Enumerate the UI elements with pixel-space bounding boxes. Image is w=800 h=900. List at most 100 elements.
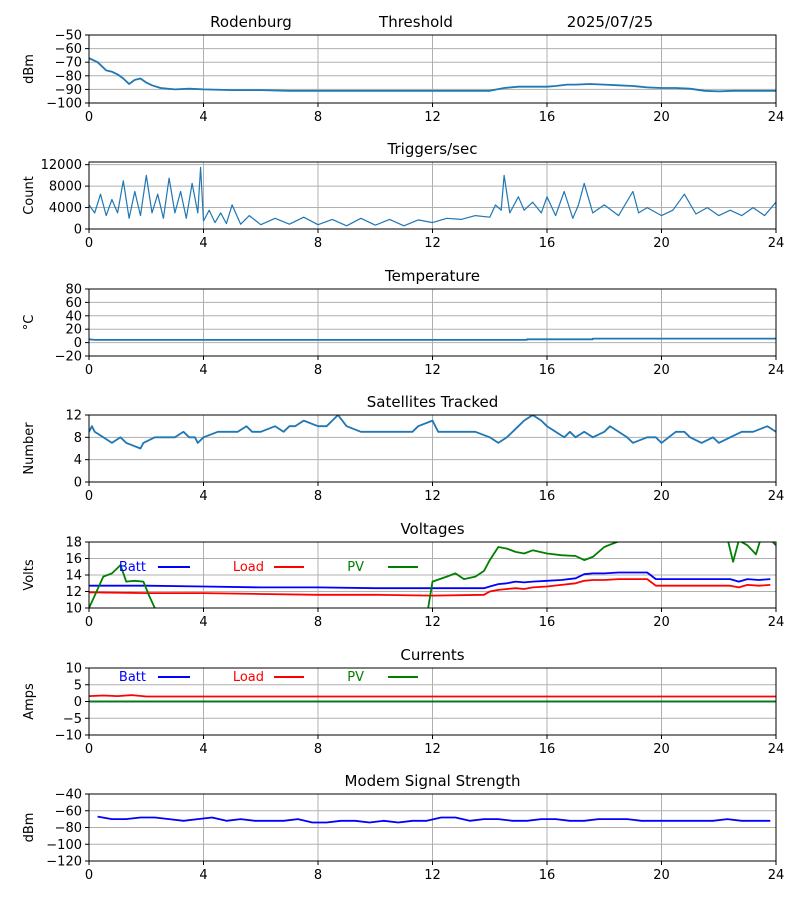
- x-tick-label: 12: [424, 615, 441, 630]
- y-tick-label: 18: [65, 536, 82, 551]
- legend-label-batt: Batt: [119, 560, 146, 575]
- y-axis-label: Volts: [22, 559, 37, 591]
- x-tick-label: 4: [199, 742, 207, 757]
- series-line-1: [89, 166, 776, 227]
- x-tick-label: 0: [85, 363, 93, 378]
- x-tick-label: 12: [424, 742, 441, 757]
- x-tick-label: 4: [199, 363, 207, 378]
- series-line-1: [89, 57, 776, 93]
- x-tick-label: 12: [424, 489, 441, 504]
- x-tick-label: 0: [85, 489, 93, 504]
- y-tick-label: −40: [55, 788, 82, 803]
- y-tick-label: −100: [46, 97, 82, 112]
- series-line-1: [89, 337, 776, 341]
- x-tick-label: 24: [768, 110, 785, 125]
- x-tick-label: 12: [424, 868, 441, 883]
- x-tick-label: 20: [653, 363, 670, 378]
- x-tick-label: 20: [653, 742, 670, 757]
- chart-modem: 0 4 8 12 16 20 24 −120 −100 −80 −60−40 Modem Signal…: [22, 772, 784, 883]
- legend-label-pv: PV: [347, 560, 364, 575]
- y-tick-label: 8000: [49, 180, 82, 195]
- y-tick-label: −70: [55, 56, 82, 71]
- x-tick-label: 16: [539, 489, 556, 504]
- y-tick-label: 12000: [41, 158, 82, 173]
- y-tick-label: 0: [74, 336, 82, 351]
- x-tick-label: 0: [85, 868, 93, 883]
- legend: Batt Load PV: [119, 560, 418, 575]
- y-axis-label: dBm: [22, 813, 37, 843]
- y-tick-label: 12: [65, 585, 82, 600]
- y-tick-label: −60: [55, 804, 82, 819]
- x-tick-label: 20: [653, 868, 670, 883]
- y-tick-label: −80: [55, 69, 82, 84]
- y-tick-label: 0: [74, 223, 82, 238]
- chart-title: Triggers/sec: [387, 140, 478, 158]
- x-tick-label: 0: [85, 742, 93, 757]
- x-tick-label: 4: [199, 110, 207, 125]
- y-axis-label: °C: [22, 315, 37, 331]
- x-tick-label: 4: [199, 236, 207, 251]
- y-tick-label: 4: [74, 453, 82, 468]
- x-tick-label: 8: [314, 868, 322, 883]
- legend-label-load: Load: [233, 670, 264, 685]
- x-tick-label: 12: [424, 236, 441, 251]
- legend: Batt Load PV: [119, 670, 418, 685]
- x-tick-label: 24: [768, 489, 785, 504]
- y-tick-label: 80: [65, 283, 82, 298]
- x-tick-label: 24: [768, 615, 785, 630]
- x-tick-label: 12: [424, 110, 441, 125]
- y-tick-label: 20: [65, 323, 82, 338]
- figure-header: Rodenburg Threshold 2025/07/25: [210, 13, 653, 31]
- trigger-mode: Threshold: [378, 13, 453, 31]
- y-tick-label: 10: [65, 602, 82, 617]
- y-tick-label: 0: [74, 695, 82, 710]
- y-tick-label: −80: [55, 821, 82, 836]
- x-tick-label: 8: [314, 236, 322, 251]
- station-name: Rodenburg: [210, 13, 292, 31]
- series-line-pv: [89, 542, 776, 608]
- y-tick-label: 5: [74, 678, 82, 693]
- y-tick-label: 0: [74, 476, 82, 491]
- x-tick-label: 16: [539, 363, 556, 378]
- x-tick-label: 8: [314, 742, 322, 757]
- y-tick-label: 16: [65, 552, 82, 567]
- x-tick-label: 16: [539, 615, 556, 630]
- y-tick-label: −90: [55, 83, 82, 98]
- legend-label-batt: Batt: [119, 670, 146, 685]
- chart-title: Temperature: [384, 267, 480, 285]
- series-line-1: [97, 815, 771, 824]
- y-axis-label: Amps: [22, 683, 37, 720]
- x-tick-label: 8: [314, 615, 322, 630]
- y-tick-label: −50: [55, 29, 82, 44]
- y-tick-label: −120: [46, 855, 82, 870]
- chart-title: Currents: [400, 646, 464, 664]
- y-tick-label: 14: [65, 569, 82, 584]
- y-axis-label: dBm: [22, 54, 37, 84]
- series-line-load: [89, 694, 776, 698]
- x-tick-label: 8: [314, 489, 322, 504]
- series-line-batt: [89, 571, 771, 590]
- y-tick-label: −10: [55, 729, 82, 744]
- x-tick-label: 8: [314, 110, 322, 125]
- chart-signal: 0 4 8 12 16 20 24 −100−90−80−70−60−50 dBm: [22, 29, 784, 126]
- x-tick-label: 0: [85, 110, 93, 125]
- chart-satellites: 0 4 8 12 16 20 24 0 4 8 12 Satellites Tracked Number: [22, 393, 784, 504]
- y-tick-label: −100: [46, 838, 82, 853]
- x-tick-label: 16: [539, 742, 556, 757]
- y-tick-label: 12: [65, 409, 82, 424]
- x-tick-label: 20: [653, 615, 670, 630]
- x-tick-label: 20: [653, 110, 670, 125]
- x-tick-label: 0: [85, 615, 93, 630]
- legend-label-load: Load: [233, 560, 264, 575]
- x-tick-label: 16: [539, 236, 556, 251]
- y-axis-label: Count: [22, 176, 37, 215]
- x-tick-label: 20: [653, 489, 670, 504]
- series-line-load: [89, 578, 771, 597]
- x-tick-label: 12: [424, 363, 441, 378]
- series-line-1: [89, 415, 776, 450]
- chart-title: Satellites Tracked: [367, 393, 498, 411]
- y-tick-label: −60: [55, 42, 82, 57]
